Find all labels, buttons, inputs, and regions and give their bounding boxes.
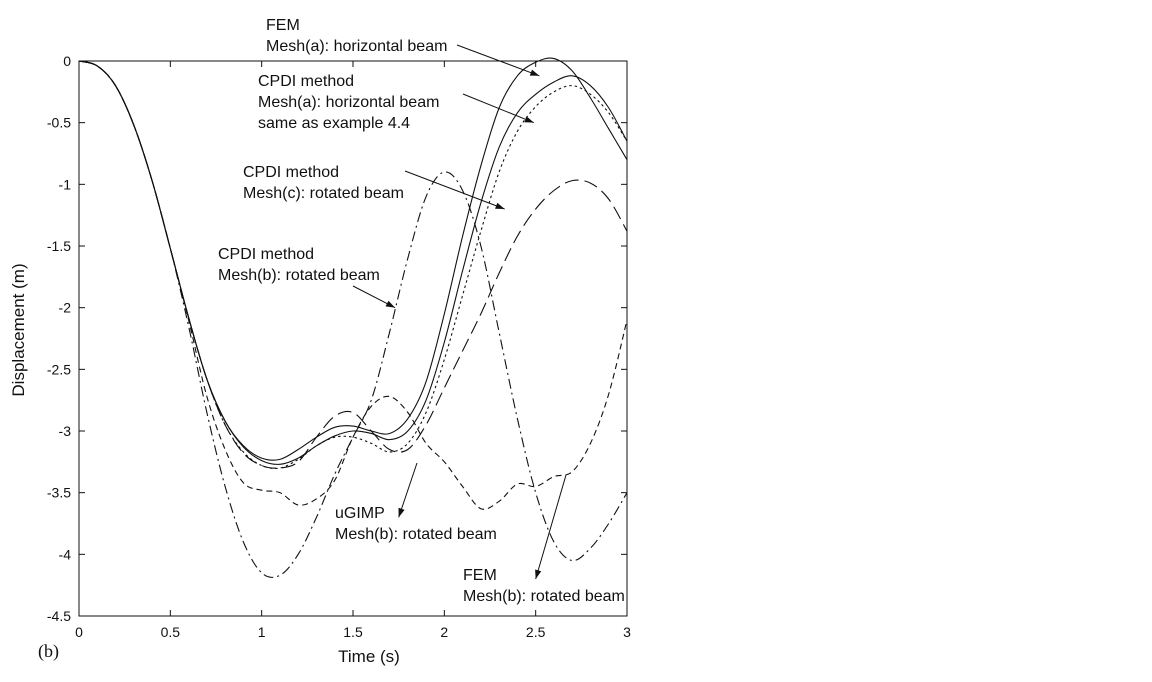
y-tick-label: -1.5 [47,238,71,254]
y-tick-label: -4.5 [47,608,71,624]
y-tick-label: -0.5 [47,115,71,131]
y-tick-label: -2.5 [47,361,71,377]
x-tick-labels: 0 0.5 1 1.5 2 2.5 3 [75,624,631,640]
y-tick-label: -1 [59,176,72,192]
annotation-text: CPDI method [243,164,339,181]
annotation-4: CPDI method Mesh(b): rotated beam [218,246,380,284]
x-tick-label: 2 [440,624,448,640]
arrow-head [385,300,396,308]
arrow-head [529,69,540,76]
annotation-6: FEM Mesh(b): rotated beam [463,567,625,605]
x-tick-label: 1.5 [343,624,363,640]
y-axis-label: Displacement (m) [9,263,28,396]
annotation-text: uGIMP [335,505,385,522]
annotation-text: Mesh(a): horizontal beam [266,38,447,55]
annotation-arrow [404,170,505,210]
x-tick-label: 3 [623,624,631,640]
y-tick-label: -3 [59,423,72,439]
annotation-arrow [462,93,535,124]
annotation-arrow [456,44,540,77]
annotation-text: Mesh(b): rotated beam [335,526,497,543]
x-tick-label: 1 [258,624,266,640]
annotation-arrows [352,44,567,580]
arrow-head [524,116,534,123]
x-tick-label: 0.5 [161,624,181,640]
series-line-solid [78,60,628,465]
annotation-2: CPDI method Mesh(a): horizontal beam same … [258,73,439,132]
series-line-long-dash [78,60,628,469]
x-tick-label: 2.5 [526,624,546,640]
annotation-text: CPDI method [218,246,314,263]
annotation-3: CPDI method Mesh(c): rotated beam [243,164,404,202]
annotation-arrow [398,462,418,518]
annotations: FEM Mesh(a): horizontal beam CPDI method Me… [218,17,625,605]
x-axis-label: Time (s) [338,647,400,666]
annotation-text: CPDI method [258,73,354,90]
annotation-text: FEM [463,567,497,584]
annotation-text: same as example 4.4 [258,115,410,132]
annotation-arrow [535,474,567,580]
panel-label: (b) [38,641,59,662]
y-tick-label: -2 [59,300,72,316]
arrow-head [495,202,505,209]
annotation-text: Mesh(c): rotated beam [243,185,404,202]
series-layer [78,57,628,578]
annotation-text: Mesh(a): horizontal beam [258,94,439,111]
series-line-dash-dot [78,60,628,578]
arrow-head [398,507,405,518]
y-tick-labels: 0 -0.5 -1 -1.5 -2 -2.5 -3 -3.5 -4 -4.5 [47,53,71,624]
arrow-head [535,569,542,579]
annotation-text: Mesh(b): rotated beam [463,588,625,605]
annotation-text: FEM [266,17,300,34]
annotation-1: FEM Mesh(a): horizontal beam [266,17,447,55]
annotation-text: Mesh(b): rotated beam [218,267,380,284]
y-tick-label: -4 [59,546,72,562]
annotation-5: uGIMP Mesh(b): rotated beam [335,505,497,543]
y-tick-label: -3.5 [47,485,71,501]
x-tick-label: 0 [75,624,83,640]
y-tick-label: 0 [63,53,71,69]
